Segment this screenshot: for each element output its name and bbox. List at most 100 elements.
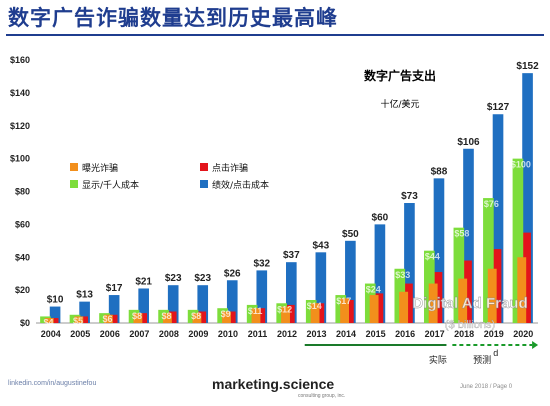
value-label: $100 [511,160,531,170]
value-label: $17 [336,296,351,306]
value-label: $14 [307,301,322,311]
bar-display [483,198,494,323]
bar-impression-fraud [399,291,409,323]
actual-label: 实际 [429,354,447,366]
page-title: 数字广告诈骗数量达到历史最高峰 [8,6,338,30]
x-tick-label: 2013 [307,329,327,339]
value-label: $58 [454,229,469,239]
total-label: $13 [76,290,93,301]
annotations: Digital Ad Fraud ($ billions) 实际 预测d [304,295,539,366]
total-label: $60 [372,212,389,223]
total-label: $17 [106,283,123,294]
value-label: $9 [221,309,231,319]
y-tick-label: $120 [10,121,30,131]
bar-impression-fraud [103,314,113,323]
y-tick-label: $80 [15,187,30,197]
brand-logo-text: marketing.science [212,376,335,392]
total-label: $43 [313,240,330,251]
value-label: $8 [132,311,142,321]
bar-impression-fraud [487,268,497,323]
chart-subtitle: 十亿/美元 [380,98,419,110]
x-tick-label: 2018 [454,329,474,339]
total-label: $23 [194,273,211,284]
x-tick-label: 2015 [366,329,386,339]
legend-label: 点击诈骗 [212,162,248,174]
bar-performance [433,178,445,323]
x-tick-label: 2011 [248,329,268,339]
x-tick-label: 2009 [188,329,208,339]
bar-performance [226,280,238,323]
bar-impression-fraud [162,313,172,323]
overlay-subtitle: ($ billions) [445,319,495,331]
total-label: $26 [224,268,241,279]
value-label: $24 [366,285,381,295]
bar-impression-fraud [369,295,379,323]
value-label: $8 [162,311,172,321]
bar-performance [374,224,386,323]
total-label: $32 [253,258,270,269]
legend-swatch [200,180,208,188]
bar-impression-fraud [251,308,261,323]
value-label: $11 [248,306,263,316]
bar-performance [492,114,504,324]
y-tick-label: $0 [20,318,30,328]
legend-swatch [70,180,78,188]
x-tick-label: 2020 [513,329,533,339]
bar-impression-fraud [310,303,320,323]
forecast-label: 预测 [473,355,491,366]
bar-display [512,158,524,323]
bar-performance [256,270,268,323]
bar-impression-fraud [428,283,438,323]
total-label: $50 [342,229,359,240]
bar-impression-fraud [340,298,350,323]
bar-performance [345,240,356,323]
bars [40,73,533,324]
x-tick-label: 2004 [41,329,61,339]
footer-date-page: June 2018 / Page 0 [460,384,513,390]
value-label: $76 [484,199,499,209]
y-tick-label: $60 [15,219,30,229]
labels: $10 $4 2004 $13 $5 2005 $17 $6 2006 $21 $8 2007 $23 $… [41,61,539,339]
value-label: $8 [191,311,201,321]
bar-performance [522,73,533,324]
ad-spend-chart: $0 $20 $40 $60 $80 $100 $120 $140 $160 $10 $4 2004… [10,55,539,366]
y-tick-label: $100 [10,154,30,164]
legend-swatch [200,163,208,171]
bar-performance [49,306,61,323]
value-label: $12 [277,304,292,314]
value-label: $5 [73,316,83,326]
total-label: $37 [283,250,300,261]
total-label: $21 [135,276,152,287]
x-tick-label: 2007 [129,329,149,339]
total-label: $73 [401,191,418,202]
bar-performance [167,285,179,323]
bar-performance [463,148,474,323]
total-label: $88 [431,166,448,177]
x-tick-label: 2008 [159,329,179,339]
x-tick-label: 2016 [395,329,415,339]
forecast-mark: d [493,348,498,358]
title-divider [6,34,544,36]
bar-impression-fraud [458,278,468,323]
x-tick-label: 2019 [484,329,504,339]
y-tick-label: $160 [10,55,30,65]
x-tick-label: 2006 [100,329,120,339]
x-tick-label: 2012 [277,329,297,339]
bar-performance [79,301,90,323]
total-label: $106 [457,137,480,148]
bar-impression-fraud [281,306,290,323]
legend-label: 曝光诈骗 [82,162,118,174]
bar-impression-fraud [517,257,527,323]
legend-label: 显示/千人成本 [82,179,139,191]
x-tick-label: 2017 [425,329,445,339]
value-label: $4 [43,317,53,327]
bar-performance [197,285,209,323]
y-tick-label: $140 [10,88,30,98]
x-tick-label: 2005 [70,329,90,339]
bar-display [453,227,465,323]
bar-impression-fraud [192,313,202,323]
bar-performance [404,203,415,323]
brand-subtitle: consulting group, inc. [298,393,346,399]
total-label: $127 [487,102,510,113]
